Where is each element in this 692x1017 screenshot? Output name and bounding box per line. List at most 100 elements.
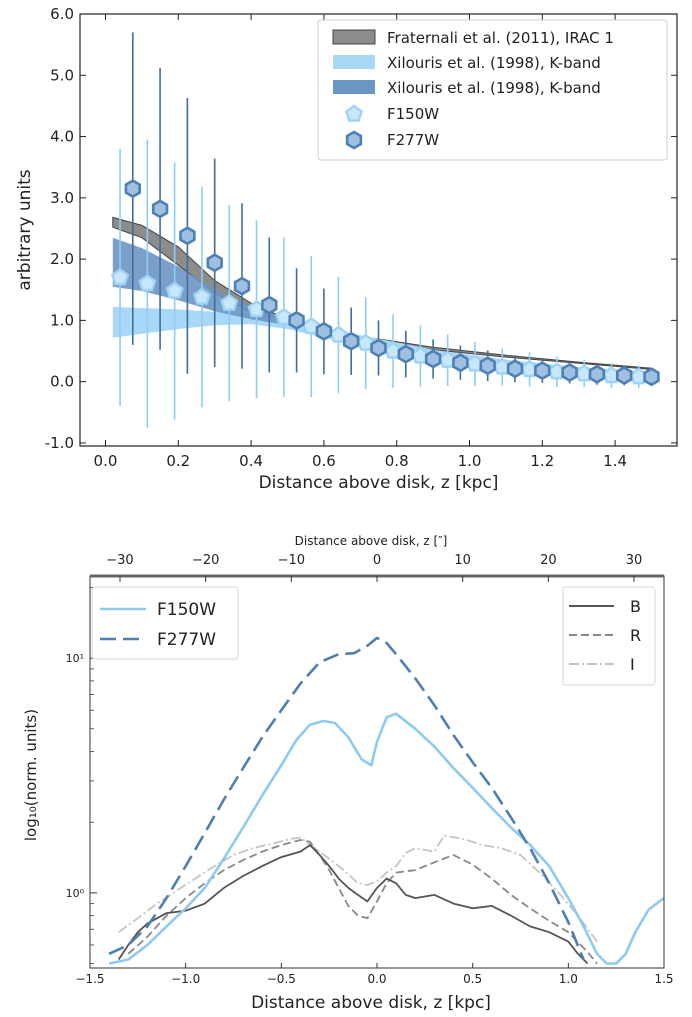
bottom-legend-right: B R I (562, 586, 656, 686)
bottom-y-tick-label-1: 10¹ (66, 652, 84, 665)
top-y-tick-label-1: 0.0 (50, 373, 74, 391)
top-x-tick-label-1: 0.2 (166, 452, 190, 470)
legend-label-i: I (630, 655, 635, 674)
legend-marker-f150w (344, 104, 364, 122)
top-y-tick-label-6: 5.0 (50, 66, 74, 84)
legend-swatch-xilouris-light (333, 55, 375, 69)
legend-label-f150w: F150W (387, 105, 439, 123)
top-y-tick-label-7: 6.0 (50, 5, 74, 23)
panel-top: 0.0 0.2 0.4 0.6 0.8 1.0 1.2 1.4 -1.0 0.0 1.0 2.0 3.0… (15, 5, 678, 493)
line-f150w (108, 712, 664, 965)
point-f277w-11 (424, 349, 442, 369)
bottom-x-tick-label-0: −1.5 (75, 972, 104, 986)
point-f277w-15 (534, 361, 551, 381)
point-f277w-4 (233, 276, 251, 296)
legend-label-xilouris-dark: Xilouris et al. (1998), K-band (387, 79, 601, 97)
top-y-tick-label-5: 4.0 (50, 128, 74, 146)
point-f150w-9 (356, 333, 375, 351)
top-x-axis-label: Distance above disk, z [kpc] (259, 473, 499, 493)
legend-marker-f277w-shape (345, 130, 363, 150)
point-f277w-1 (151, 199, 169, 219)
point-f150w-0 (110, 268, 130, 286)
legend-label-f277w: F277W (387, 131, 439, 149)
point-f150w-6 (274, 307, 293, 325)
point-f150w-11 (411, 346, 430, 364)
top-y-axis-label: arbitrary units (15, 169, 35, 290)
top-x-tick-label-7: 1.4 (603, 452, 627, 470)
top-y-tick-label-3: 2.0 (50, 250, 74, 268)
top-x-tick-label-2: 0.4 (239, 452, 263, 470)
point-f150w-12 (438, 350, 457, 368)
top-x-tick-label-3: 0.6 (312, 452, 336, 470)
point-f277w-13 (479, 356, 496, 376)
top-y-tick-label-4: 3.0 (50, 189, 74, 207)
legend-marker-f150w-shape (344, 104, 364, 122)
legend-label-b: B (630, 597, 641, 616)
point-f277w-7 (315, 321, 333, 341)
legend-swatch-fraternali (332, 29, 376, 45)
point-f277w-9 (370, 338, 387, 358)
point-f277w-12 (452, 353, 469, 373)
top-y-tick-label-2: 1.0 (50, 311, 74, 329)
top-legend-frame (317, 19, 668, 161)
bottom-x2-tick-label-5: 20 (540, 553, 557, 568)
bottom-x2-tick-label-6: 30 (626, 553, 643, 568)
bottom-x2-tick-label-1: −20 (192, 553, 219, 568)
point-f150w-2 (165, 281, 184, 299)
line-f277w (108, 636, 585, 960)
panel-bottom: −1.5 −1.0 −0.5 0.0 0.5 1.0 1.5 −30 −20 −10 0 10 20 30… (22, 534, 674, 1013)
point-f277w-6 (288, 310, 305, 330)
bottom-x-tick-label-3: 0.0 (367, 972, 386, 986)
point-f150w-10 (384, 341, 403, 359)
legend-swatch-xilouris-dark (333, 80, 375, 94)
point-f277w-2 (179, 226, 196, 246)
bottom-x2-tick-label-3: 0 (373, 553, 381, 568)
point-f277w-0 (124, 179, 141, 199)
point-f150w-3 (192, 287, 212, 305)
legend-label-f277w-bottom: F277W (157, 630, 216, 650)
top-y-tick-label-0: -1.0 (45, 434, 74, 452)
top-markers (110, 179, 660, 387)
point-f150w-4 (220, 293, 239, 311)
top-x-tick-label-0: 0.0 (94, 452, 118, 470)
point-f277w-5 (261, 295, 278, 315)
band-1 (112, 306, 652, 375)
point-f150w-1 (138, 274, 157, 292)
legend-marker-f277w (345, 130, 363, 150)
bottom-top-x-axis-label: Distance above disk, z [″] (295, 534, 448, 548)
bottom-x-tick-label-2: −0.5 (267, 972, 296, 986)
line-b (117, 844, 589, 965)
point-f277w-19 (643, 367, 660, 387)
legend-label-xilouris-light: Xilouris et al. (1998), K-band (387, 54, 601, 72)
top-legend: Fraternali et al. (2011), IRAC 1 Xilouri… (317, 19, 668, 161)
bottom-legend-left: F150W F277W (91, 586, 239, 660)
legend-label-r: R (630, 626, 641, 645)
top-ticks: 0.0 0.2 0.4 0.6 0.8 1.0 1.2 1.4 -1.0 0.0 1.0 2.0 3.0… (45, 5, 677, 470)
point-f277w-16 (561, 362, 578, 383)
top-x-tick-label-5: 1.0 (458, 452, 482, 470)
point-f277w-18 (615, 365, 633, 386)
bottom-y-tick-label-0: 10⁰ (66, 887, 85, 900)
bottom-x-axis-label: Distance above disk, z [kpc] (251, 993, 491, 1013)
point-f277w-14 (506, 359, 524, 379)
bottom-x-tick-label-4: 0.5 (463, 972, 482, 986)
bottom-x-tick-label-5: 1.0 (559, 972, 578, 986)
band-2 (112, 237, 288, 326)
top-x-tick-label-4: 0.8 (385, 452, 409, 470)
point-f277w-17 (588, 364, 606, 384)
point-f277w-10 (397, 344, 415, 364)
bottom-legend-left-frame (91, 586, 239, 660)
line-r (127, 839, 598, 965)
bottom-x2-tick-label-4: 10 (454, 553, 471, 568)
bottom-x-tick-label-6: 1.5 (654, 972, 673, 986)
point-f277w-8 (342, 331, 360, 351)
top-x-tick-label-6: 1.2 (530, 452, 554, 470)
legend-label-fraternali: Fraternali et al. (2011), IRAC 1 (387, 29, 614, 47)
bottom-x2-tick-label-0: −30 (106, 553, 133, 568)
point-f277w-3 (206, 253, 223, 273)
bottom-x2-tick-label-2: −10 (278, 553, 305, 568)
line-i (118, 834, 598, 943)
legend-label-f150w-bottom: F150W (157, 600, 216, 620)
top-axes-frame (79, 13, 678, 447)
